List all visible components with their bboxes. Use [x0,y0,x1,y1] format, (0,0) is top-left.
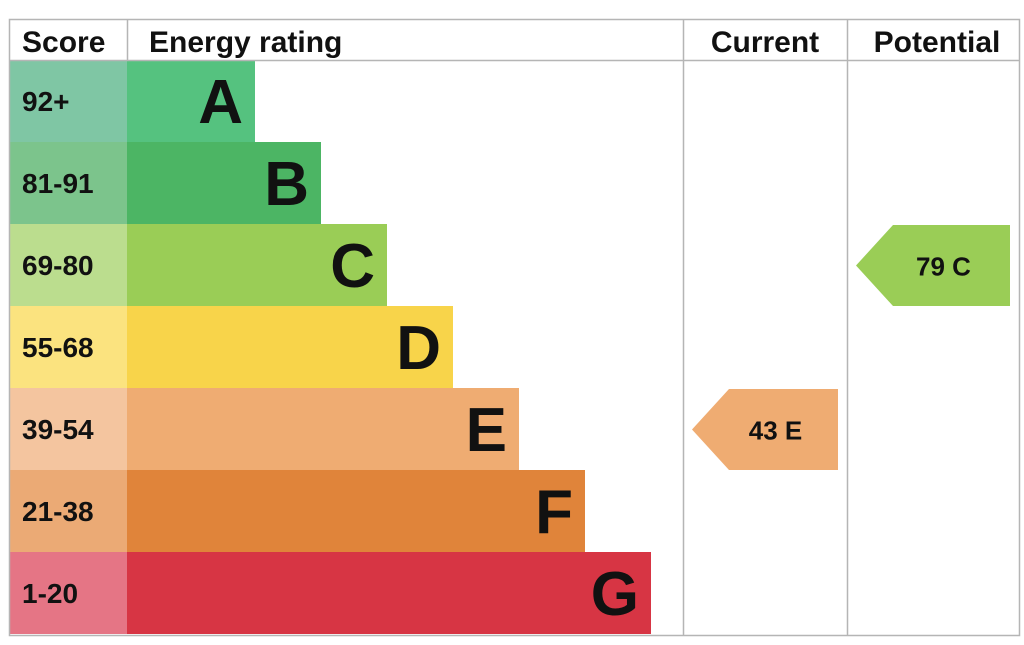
band-letter-g: G [591,560,639,629]
band-bar-a [127,60,255,142]
energy-rating-header: Energy rating [149,26,342,59]
current-arrow-label: 43 E [749,416,803,446]
current-header: Current [711,26,819,59]
score-cell-d [9,306,127,388]
rating-arrows: 43 E 79 C [692,225,1010,470]
band-letter-b: B [264,150,309,219]
score-range-a: 92+ [22,86,70,117]
score-cell-c [9,224,127,306]
score-cell-b [9,142,127,224]
score-range-e: 39-54 [22,414,94,445]
band-bar-c [127,224,387,306]
band-letter-e: E [466,396,507,465]
band-letter-f: F [535,478,573,547]
band-letter-d: D [396,314,441,383]
score-range-b: 81-91 [22,168,94,199]
band-bar-d [127,306,453,388]
band-bar-f [127,470,585,552]
potential-arrow [856,225,1010,306]
band-letter-c: C [330,232,375,301]
table-grid [8,18,1021,637]
table-border [8,18,1021,637]
potential-arrow-label: 79 C [916,252,971,282]
score-cell-a [9,60,127,142]
band-bar-b [127,142,321,224]
score-cell-f [9,470,127,552]
score-range-d: 55-68 [22,332,94,363]
band-bar-e [127,388,519,470]
rating-bands: 92+ A 81-91 B 69-80 C 55-68 D 39-54 E 21-38 F 1-20 G [9,60,651,634]
band-letter-a: A [198,68,243,137]
potential-header: Potential [874,26,1001,59]
band-bar-g [127,552,651,634]
score-range-g: 1-20 [22,578,78,609]
current-arrow [692,389,838,470]
score-header: Score [22,26,105,59]
score-cell-e [9,388,127,470]
score-range-c: 69-80 [22,250,94,281]
score-range-f: 21-38 [22,496,94,527]
score-cell-g [9,552,127,634]
